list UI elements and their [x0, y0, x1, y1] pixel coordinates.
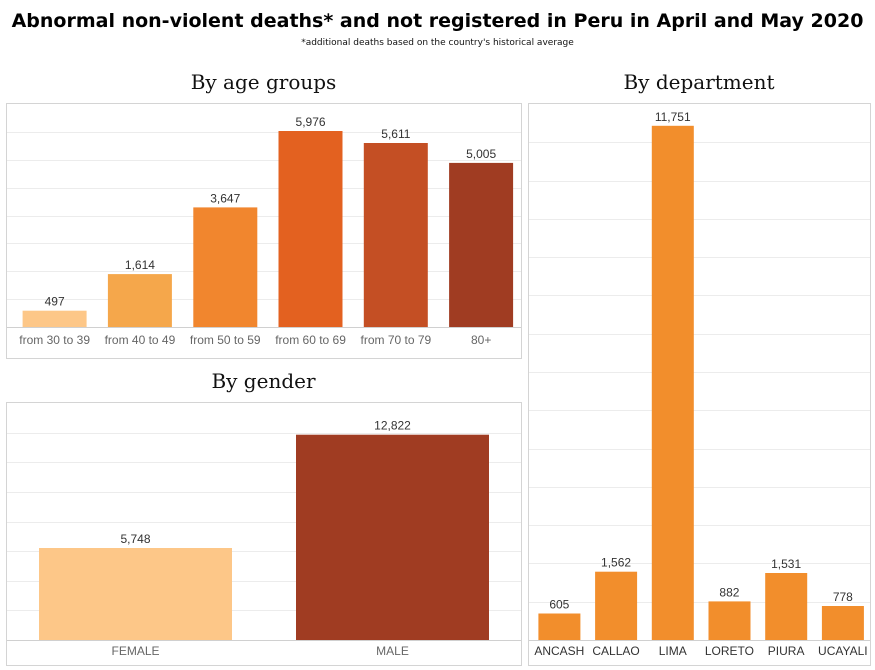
age-category-label: from 40 to 49 — [105, 333, 176, 347]
age-bar[interactable] — [193, 207, 258, 327]
department-bar[interactable] — [651, 125, 694, 641]
age-value-label: 497 — [45, 295, 65, 309]
age-category-label: from 60 to 69 — [275, 333, 346, 347]
gender-chart-panel: 5,748 FEMALE 12,822 MALE — [6, 402, 522, 666]
age-value-label: 3,647 — [210, 191, 240, 205]
age-category-label: from 30 to 39 — [19, 333, 90, 347]
department-bar[interactable] — [708, 601, 751, 640]
age-category-label: from 50 to 59 — [190, 333, 261, 347]
age-bar[interactable] — [107, 274, 172, 327]
age-bar-chart: 497 from 30 to 39 1,614 from 40 to 49 3,647 f… — [7, 115, 521, 347]
age-value-label: 5,005 — [466, 147, 496, 161]
age-value-label: 5,611 — [381, 127, 410, 141]
age-bar[interactable] — [278, 131, 343, 327]
age-bar[interactable] — [363, 143, 428, 327]
department-category-label: UCAYALI — [818, 644, 868, 658]
age-chart-panel: 497 from 30 to 39 1,614 from 40 to 49 3,647 f… — [6, 103, 522, 359]
department-bar[interactable] — [595, 571, 638, 640]
gender-category-label: FEMALE — [111, 644, 159, 658]
department-category-label: LIMA — [659, 644, 687, 658]
department-chart-title: By department — [623, 70, 775, 94]
gender-value-label: 12,822 — [374, 419, 411, 433]
department-category-label: ANCASH — [534, 644, 584, 658]
gender-bar[interactable] — [296, 434, 489, 640]
department-bar[interactable] — [765, 573, 808, 640]
age-chart-title: By age groups — [190, 70, 337, 94]
age-category-label: from 70 to 79 — [360, 333, 431, 347]
age-category-label: 80+ — [471, 333, 491, 347]
gender-chart-title: By gender — [211, 369, 316, 393]
department-value-label: 1,531 — [771, 557, 801, 571]
department-category-label: CALLAO — [592, 644, 639, 658]
department-value-label: 1,562 — [601, 556, 631, 570]
chart-subtitle: *additional deaths based on the country'… — [301, 38, 574, 48]
department-bar[interactable] — [538, 613, 581, 641]
age-value-label: 1,614 — [125, 258, 155, 272]
department-bar[interactable] — [821, 606, 864, 640]
gender-bar[interactable] — [39, 548, 232, 640]
age-bar[interactable] — [449, 162, 514, 327]
department-value-label: 605 — [549, 598, 569, 612]
gender-value-label: 5,748 — [120, 532, 150, 546]
gender-category-label: MALE — [376, 644, 409, 658]
gender-bar-chart: 5,748 FEMALE 12,822 MALE — [7, 419, 521, 658]
department-category-label: LORETO — [705, 644, 754, 658]
age-bar[interactable] — [22, 310, 87, 327]
department-chart-panel: 605 ANCASH 1,562 CALLAO 11,751 LIMA 882 LORETO 1… — [528, 103, 871, 666]
department-value-label: 882 — [719, 585, 739, 599]
department-category-label: PIURA — [768, 644, 805, 658]
chart-title: Abnormal non-violent deaths* and not reg… — [11, 10, 864, 32]
department-bar-chart: 605 ANCASH 1,562 CALLAO 11,751 LIMA 882 LORETO 1… — [529, 110, 870, 658]
department-value-label: 778 — [833, 590, 853, 604]
department-value-label: 11,751 — [655, 110, 691, 124]
age-value-label: 5,976 — [296, 115, 326, 129]
